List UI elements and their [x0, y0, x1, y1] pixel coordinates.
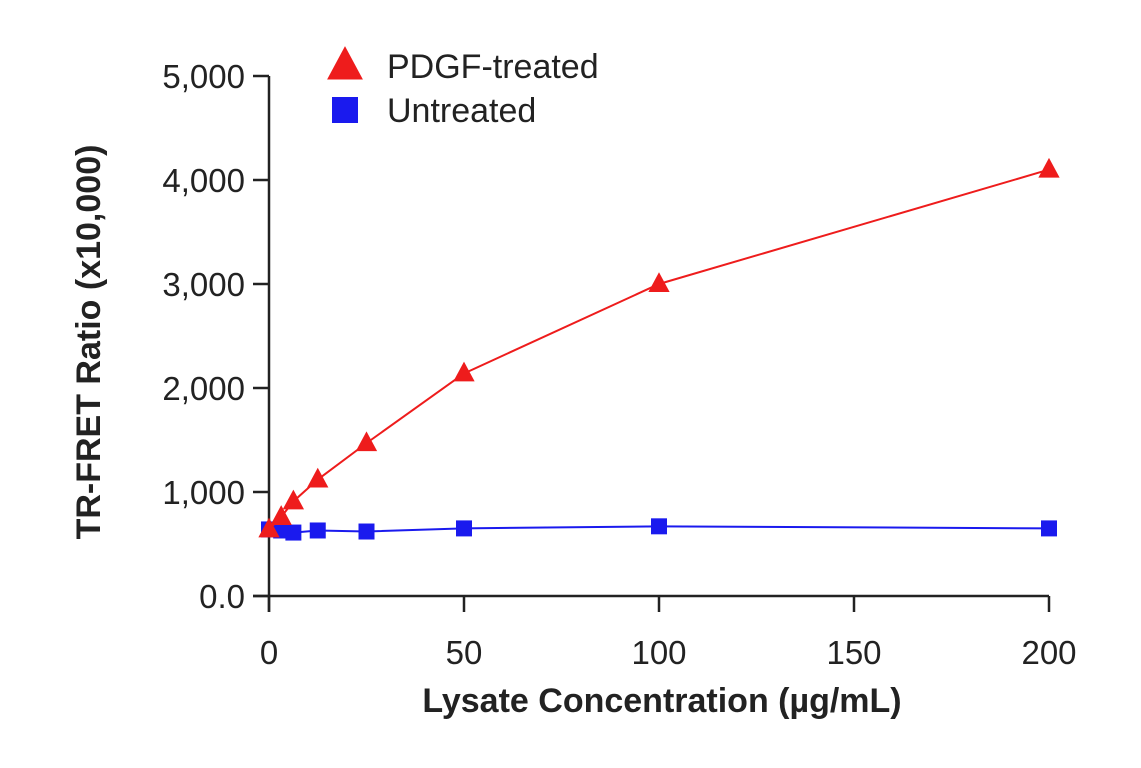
- x-axis-ticks: 0 50 100 150 200: [260, 596, 1077, 671]
- data-point: [307, 467, 329, 488]
- data-point: [285, 524, 302, 541]
- data-point: [358, 523, 375, 540]
- data-point: [309, 522, 326, 539]
- x-tick-label: 200: [1021, 634, 1076, 671]
- y-tick-label: 3,000: [162, 266, 245, 303]
- series-untreated: [261, 518, 1057, 541]
- y-tick-label: 1,000: [162, 474, 245, 511]
- series-line-pdgf-treated: [268, 168, 1050, 531]
- x-axis-title: Lysate Concentration (µg/mL): [422, 682, 901, 720]
- y-axis-title: TR-FRET Ratio (x10,000): [70, 145, 108, 540]
- x-tick-label: 150: [826, 634, 881, 671]
- y-tick-label: 0.0: [199, 578, 245, 615]
- data-point: [258, 517, 280, 538]
- series-pdgf-treated: [258, 157, 1060, 538]
- y-tick-label: 4,000: [162, 162, 245, 199]
- data-point: [456, 520, 472, 537]
- data-point: [651, 518, 667, 535]
- y-tick-label: 2,000: [162, 370, 245, 407]
- legend-label-untreated: Untreated: [387, 92, 536, 130]
- data-point: [282, 489, 305, 510]
- y-axis-ticks: 0.0 1,000 2,000 3,000 4,000 5,000: [162, 58, 269, 615]
- y-tick-label: 5,000: [162, 58, 245, 95]
- legend-label-pdgf-treated: PDGF-treated: [387, 48, 599, 86]
- x-tick-label: 100: [631, 634, 686, 671]
- data-point: [1038, 157, 1060, 178]
- data-point: [648, 272, 670, 292]
- legend-marker-untreated: [332, 97, 358, 123]
- legend-marker-pdgf-treated: [327, 46, 363, 80]
- x-tick-label: 50: [446, 634, 483, 671]
- x-tick-label: 0: [260, 634, 278, 671]
- data-point: [453, 361, 475, 382]
- data-point: [355, 431, 378, 452]
- data-point: [1041, 520, 1057, 537]
- legend: PDGF-treated Untreated: [327, 46, 599, 130]
- series-layer: [258, 157, 1060, 541]
- data-point: [270, 505, 292, 525]
